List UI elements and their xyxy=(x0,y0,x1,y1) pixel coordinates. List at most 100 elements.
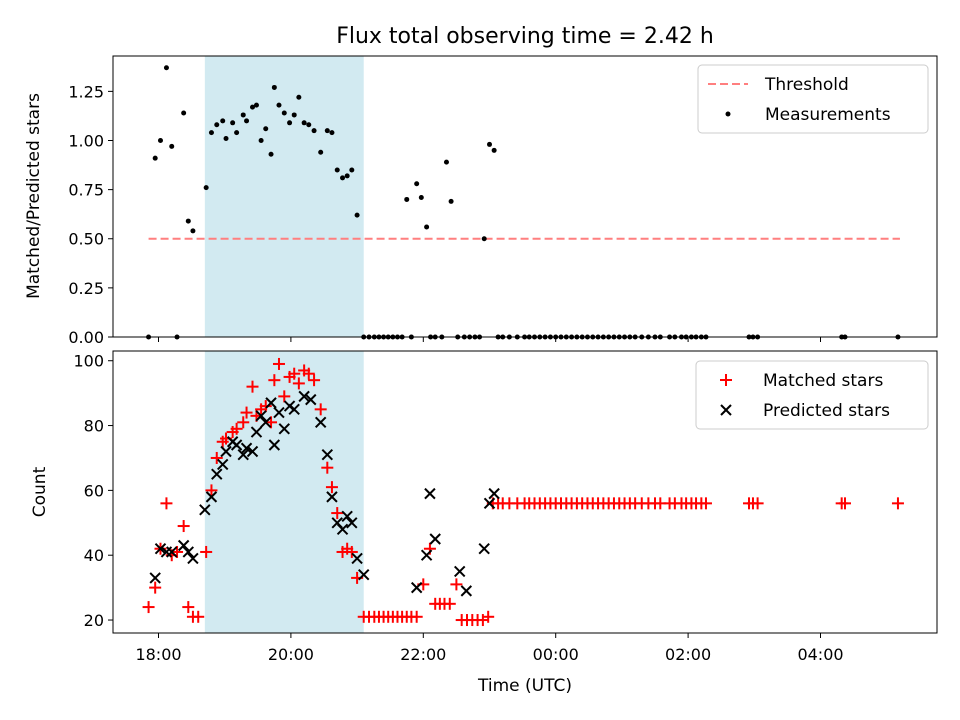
measurement-point xyxy=(250,104,256,110)
predicted-star-marker xyxy=(268,439,281,451)
top-legend-threshold-label: Threshold xyxy=(764,75,849,95)
predicted-marker-b xyxy=(199,504,211,516)
bottom-x-tick-label: 18:00 xyxy=(135,645,181,664)
predicted-star-marker xyxy=(278,423,290,435)
predicted-star-marker xyxy=(410,581,423,594)
predicted-star-marker xyxy=(154,543,167,555)
measurement-point xyxy=(281,110,287,116)
matched-star-marker xyxy=(259,400,272,413)
measurement-point xyxy=(190,228,196,234)
predicted-star-marker xyxy=(298,390,310,403)
measurement-point xyxy=(481,236,487,242)
predicted-star-marker xyxy=(273,406,285,419)
bottom-legend-predicted-label: Predicted stars xyxy=(763,401,890,421)
measurement-point xyxy=(487,141,492,147)
measurement-point xyxy=(152,155,158,161)
top-plot-title: Flux total observing time = 2.42 h xyxy=(336,24,714,49)
bottom-x-tick-label: 22:00 xyxy=(400,645,446,664)
matched-star-marker xyxy=(246,380,259,393)
measurement-point xyxy=(234,130,240,136)
measurement-point xyxy=(223,136,229,142)
measurement-point xyxy=(244,118,250,124)
bottom-legend-predicted-swatch xyxy=(720,404,732,416)
predicted-star-marker xyxy=(166,546,178,558)
predicted-marker-b xyxy=(220,445,232,458)
measurement-point xyxy=(306,122,312,128)
top-data-layer xyxy=(146,65,901,340)
bottom-plot-frame xyxy=(112,350,938,634)
predicted-marker-b xyxy=(149,572,161,584)
measurement-point xyxy=(318,149,324,155)
bottom-y-tick-label: 100 xyxy=(73,352,104,371)
predicted-marker-b xyxy=(488,487,500,500)
predicted-star-marker xyxy=(460,585,473,597)
matched-star-marker xyxy=(192,610,205,623)
predicted-marker-b xyxy=(182,546,194,558)
predicted-marker-b xyxy=(230,439,243,451)
predicted-star-marker xyxy=(205,491,218,503)
matched-star-marker xyxy=(482,610,495,623)
measurement-point xyxy=(287,120,293,126)
bottom-plot: 20 40 60 80 100 18:00 20:00 22:00 00:00 02:00 04:0… xyxy=(30,350,938,696)
predicted-marker-b xyxy=(240,442,253,454)
matched-star-marker xyxy=(410,610,423,623)
predicted-marker-b xyxy=(321,449,334,461)
predicted-star-marker xyxy=(358,568,370,581)
predicted-star-marker xyxy=(217,458,229,471)
predicted-marker-b xyxy=(483,497,496,510)
top-legend-box xyxy=(697,64,929,134)
predicted-star-marker xyxy=(420,549,433,561)
matched-star-marker xyxy=(751,497,764,510)
predicted-marker-b xyxy=(454,565,466,578)
bottom-x-tick-label: 04:00 xyxy=(797,645,843,664)
measurement-point xyxy=(169,143,175,149)
measurement-point xyxy=(443,159,449,165)
matched-star-marker xyxy=(443,597,456,610)
matched-star-marker xyxy=(838,497,851,510)
predicted-marker-b xyxy=(478,543,490,555)
matched-star-marker xyxy=(302,367,315,380)
predicted-marker-b xyxy=(351,552,363,565)
measurement-point xyxy=(258,137,264,143)
predicted-marker-b xyxy=(166,546,178,558)
measurement-point xyxy=(163,65,169,71)
measurement-point xyxy=(291,112,297,118)
measurement-point xyxy=(349,167,355,173)
matched-star-marker xyxy=(278,390,291,403)
predicted-marker-b xyxy=(260,416,272,429)
top-plot-frame xyxy=(112,55,938,338)
top-y-axis-label: Matched/Predicted stars xyxy=(24,93,44,299)
predicted-marker-b xyxy=(298,390,310,403)
measurement-point xyxy=(208,130,214,136)
top-y-tick-label: 0.00 xyxy=(68,328,104,347)
predicted-marker-b xyxy=(250,426,263,438)
predicted-star-marker xyxy=(220,445,232,458)
predicted-star-marker xyxy=(149,572,161,584)
matched-star-marker xyxy=(237,416,250,429)
predicted-marker-b xyxy=(265,397,277,409)
predicted-marker-b xyxy=(410,581,423,594)
measurement-point xyxy=(334,167,340,173)
measurement-point xyxy=(491,147,497,153)
measurement-point xyxy=(418,194,424,200)
top-shaded-span xyxy=(204,56,364,337)
bottom-legend: Matched stars Predicted stars xyxy=(695,360,929,430)
predicted-marker-b xyxy=(255,410,267,422)
bottom-x-tick-label: 02:00 xyxy=(665,645,711,664)
predicted-star-marker xyxy=(424,487,436,500)
bottom-y-tick-label: 40 xyxy=(84,546,104,565)
predicted-star-marker xyxy=(321,449,334,461)
predicted-marker-b xyxy=(278,423,290,435)
bottom-y-tick-label: 60 xyxy=(84,481,104,500)
measurement-point xyxy=(344,173,350,179)
predicted-marker-b xyxy=(305,393,317,406)
predicted-star-marker xyxy=(351,552,363,565)
measurement-point xyxy=(404,196,410,202)
measurement-point xyxy=(181,110,187,116)
predicted-star-marker xyxy=(187,552,199,565)
top-legend-measurements-swatch xyxy=(725,111,731,117)
predicted-star-marker xyxy=(177,539,190,552)
predicted-star-marker xyxy=(336,523,349,535)
bottom-y-axis-label: Count xyxy=(30,466,50,517)
